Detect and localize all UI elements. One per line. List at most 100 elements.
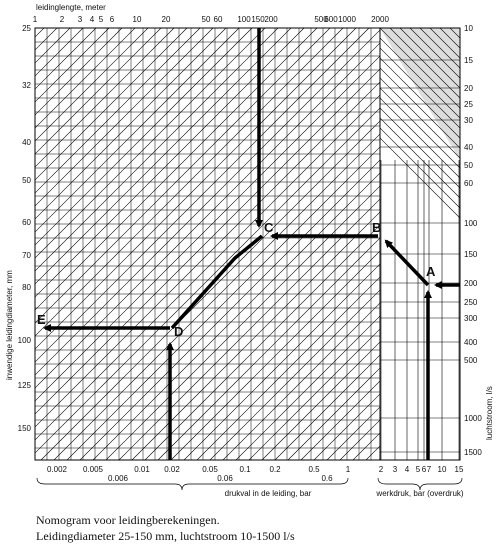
top-tick-label: 20 <box>162 15 171 24</box>
right-tick-label: 20 <box>464 84 473 93</box>
grid-diagonal <box>35 28 149 142</box>
grid-diagonal <box>380 77 460 159</box>
top-tick-label: 2 <box>60 15 65 24</box>
bottom-right-tick-label: 10 <box>438 465 447 474</box>
right-tick-label: 40 <box>464 143 473 152</box>
bottom-right-tick-label: 15 <box>455 465 464 474</box>
left-tick-label: 50 <box>22 176 31 185</box>
point-label: B <box>372 220 381 235</box>
grid-diagonal <box>0 28 5 460</box>
grid-diagonal <box>380 97 460 179</box>
bottom-tick-label: 1 <box>346 465 351 474</box>
grid-diagonal <box>35 28 162 155</box>
right-tick-label: 400 <box>464 338 478 347</box>
grid-diagonal <box>35 28 188 181</box>
bottom-right-tick-label: 2 <box>379 465 384 474</box>
left-tick-label: 80 <box>22 283 31 292</box>
grid-diagonal <box>35 28 305 298</box>
top-tick-label: 50 <box>202 15 211 24</box>
grid-diagonal <box>35 107 380 454</box>
grid-diagonal <box>439 28 460 49</box>
caption: Nomogram voor leidingberekeningen. <box>36 513 220 527</box>
left-tick-label: 70 <box>22 251 31 260</box>
grid-diagonal <box>35 28 292 285</box>
top-tick-label: 100 <box>237 15 251 24</box>
right-tick-label: 10 <box>464 24 473 33</box>
right-tick-label: 50 <box>464 161 473 170</box>
grid-diagonal <box>274 354 380 460</box>
grid-diagonal <box>380 37 460 119</box>
grid-diagonal <box>35 28 45 38</box>
right-tick-label: 1500 <box>464 448 482 457</box>
grid-diagonal <box>380 87 460 169</box>
grid-diagonal <box>157 237 380 460</box>
grid-diagonal <box>380 0 460 18</box>
left-tick-label: 32 <box>22 81 31 90</box>
grid-diagonal <box>409 28 460 79</box>
grid-diagonal <box>380 47 460 129</box>
grid-diagonal <box>66 146 380 460</box>
grid-diagonal <box>35 28 240 233</box>
grid-diagonal <box>196 276 380 460</box>
grid-diagonal <box>35 28 344 337</box>
grid-diagonal <box>183 263 380 460</box>
grid-diagonal <box>118 198 380 460</box>
path-segment <box>384 239 430 287</box>
grid-diagonal <box>35 94 380 441</box>
grid-diagonal <box>380 0 460 8</box>
axis-title: leidinglengte, meter <box>36 3 106 12</box>
grid-diagonal <box>248 328 380 460</box>
right-tick-label: 200 <box>464 279 478 288</box>
top-tick-label: 5 <box>99 15 104 24</box>
right-tick-label: 1000 <box>464 414 482 423</box>
grid-diagonal <box>380 28 460 109</box>
axis-title: werkdruk, bar (overdruk) <box>375 489 463 498</box>
right-tick-label: 25 <box>464 100 473 109</box>
grid-diagonal <box>287 367 380 460</box>
right-tick-label: 30 <box>464 116 473 125</box>
grid-diagonal <box>35 42 380 389</box>
grid-diagonal <box>35 28 266 259</box>
grid-diagonal <box>300 380 380 460</box>
grid-diagonal <box>209 289 380 460</box>
top-tick-label: 600 <box>324 15 338 24</box>
grid-diagonal <box>389 28 460 99</box>
point-label: C <box>264 220 274 235</box>
top-tick-label: 4 <box>90 15 95 24</box>
point-label: D <box>174 324 183 339</box>
right-tick-label: 60 <box>464 179 473 188</box>
bottom-right-tick-label: 5 <box>416 465 421 474</box>
right-tick-label: 100 <box>464 219 478 228</box>
grid-diagonal <box>35 28 227 220</box>
left-tick-label: 40 <box>22 138 31 147</box>
bottom-tick-label: 0.01 <box>134 465 150 474</box>
top-tick-label: 3 <box>78 15 83 24</box>
grid-diagonal <box>35 28 357 350</box>
grid-diagonal <box>40 120 380 460</box>
left-tick-label: 60 <box>22 218 31 227</box>
caption: Leidingdiameter 25-150 mm, luchtstroom 1… <box>36 529 295 543</box>
left-tick-label: 150 <box>18 424 32 433</box>
top-tick-label: 1000 <box>338 15 356 24</box>
bottom-right-tick-label: 3 <box>393 465 398 474</box>
left-tick-label: 25 <box>22 24 31 33</box>
bottom-tick-label: 0.002 <box>47 465 68 474</box>
bottom-right-tick-label: 4 <box>405 465 410 474</box>
grid-diagonal <box>429 28 460 59</box>
right-grid <box>380 0 460 460</box>
grid-diagonal <box>380 117 460 199</box>
bottom-right-tick-label: 6 <box>422 465 427 474</box>
grid-diagonal <box>35 81 380 428</box>
grid-diagonal <box>79 159 380 460</box>
right-tick-label: 300 <box>464 314 478 323</box>
grid-diagonal <box>35 28 370 363</box>
grid-diagonal <box>222 302 380 460</box>
grid-diagonal <box>35 28 253 246</box>
grid-diagonal <box>53 133 380 460</box>
bottom-right-tick-label: 7 <box>427 465 432 474</box>
grid-diagonal <box>380 127 460 209</box>
bottom-tick-label: 0.06 <box>217 474 233 483</box>
grid-diagonal <box>380 107 460 189</box>
top-tick-label: 200 <box>264 15 278 24</box>
axis-title: luchtstroom, l/s <box>485 386 494 440</box>
